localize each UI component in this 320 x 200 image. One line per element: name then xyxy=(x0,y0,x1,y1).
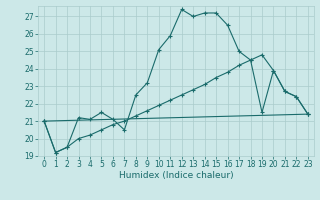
X-axis label: Humidex (Indice chaleur): Humidex (Indice chaleur) xyxy=(119,171,233,180)
